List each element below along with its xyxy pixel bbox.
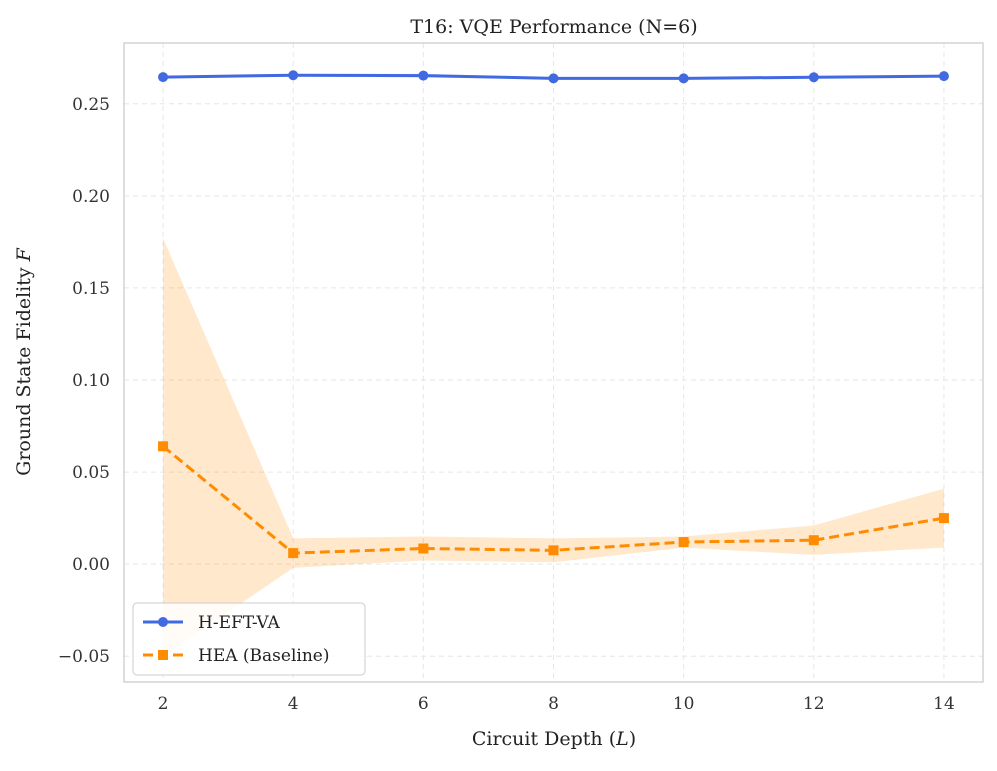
data-point-h-eft-va — [808, 72, 819, 83]
x-axis-title-end: ) — [629, 728, 636, 750]
x-tick-label: 8 — [548, 694, 559, 714]
legend-box — [132, 602, 366, 676]
y-tick-label: 0.20 — [72, 187, 110, 207]
legend: H-EFT-VA HEA (Baseline) — [132, 602, 366, 676]
y-tick-label: 0.25 — [72, 95, 110, 115]
legend-marker-h-eft-va — [158, 617, 168, 627]
data-point-hea — [808, 535, 819, 546]
data-point-hea — [938, 513, 949, 524]
grid-lines — [124, 43, 983, 682]
y-axis-title: Ground State Fidelity F — [13, 247, 35, 476]
x-tick-label: 12 — [803, 694, 825, 714]
y-tick-label: −0.05 — [58, 647, 110, 667]
data-point-hea — [288, 548, 299, 559]
data-point-hea — [548, 545, 559, 556]
data-point-hea — [158, 441, 169, 452]
y-tick-labels: −0.05 0.00 0.05 0.10 0.15 0.20 0.25 — [58, 95, 110, 667]
data-point-h-eft-va — [418, 70, 429, 81]
data-point-h-eft-va — [548, 73, 559, 84]
y-tick-label: 0.15 — [72, 279, 110, 299]
y-tick-label: 0.10 — [72, 371, 110, 391]
x-tick-label: 10 — [673, 694, 695, 714]
data-point-hea — [678, 537, 689, 548]
y-tick-label: 0.00 — [72, 555, 110, 575]
y-tick-label: 0.05 — [72, 463, 110, 483]
plot-frame — [123, 42, 984, 683]
x-tick-label: 2 — [158, 694, 169, 714]
x-tick-label: 6 — [418, 694, 429, 714]
series-markers — [158, 70, 949, 559]
legend-label-h-eft-va: H-EFT-VA — [198, 613, 281, 633]
x-tick-label: 4 — [288, 694, 299, 714]
y-axis-title-variable: F — [13, 247, 35, 262]
x-tick-labels: 2 4 6 8 10 12 14 — [158, 694, 955, 714]
data-point-h-eft-va — [938, 71, 949, 82]
data-point-h-eft-va — [288, 70, 299, 81]
data-point-h-eft-va — [678, 73, 689, 84]
chart-title: T16: VQE Performance (N=6) — [410, 16, 697, 38]
legend-label-hea: HEA (Baseline) — [198, 646, 329, 666]
data-point-h-eft-va — [158, 72, 169, 83]
legend-marker-hea — [158, 650, 168, 660]
y-axis-title-text: Ground State Fidelity — [13, 261, 35, 476]
x-axis-title: Circuit Depth (L) — [472, 728, 636, 750]
x-axis-title-variable: L — [615, 728, 629, 750]
x-tick-label: 14 — [933, 694, 955, 714]
data-point-hea — [418, 543, 429, 554]
x-axis-title-text: Circuit Depth ( — [472, 728, 616, 750]
